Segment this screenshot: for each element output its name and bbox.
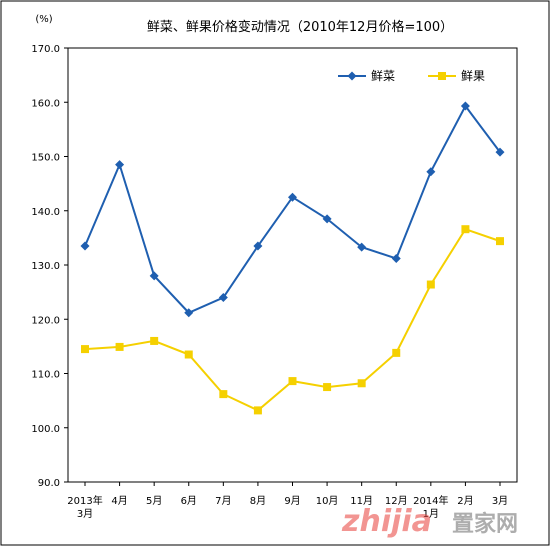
data-point-1 xyxy=(219,390,228,399)
data-point-1 xyxy=(426,280,435,289)
data-point-1 xyxy=(253,406,262,415)
data-point-0 xyxy=(495,147,505,157)
data-point-1 xyxy=(184,350,193,359)
data-point-0 xyxy=(288,192,297,202)
data-point-1 xyxy=(288,377,297,386)
y-tick-label: 130.0 xyxy=(31,261,60,272)
x-tick-label: 6月 xyxy=(181,495,197,507)
legend-label-1: 鲜果 xyxy=(461,69,485,83)
data-point-0 xyxy=(149,271,159,281)
y-tick-label: 160.0 xyxy=(31,98,60,109)
data-point-1 xyxy=(323,383,332,392)
data-point-1 xyxy=(496,237,504,246)
data-point-1 xyxy=(357,379,366,388)
watermark-logo: zhijia 置家网 xyxy=(341,504,518,539)
x-tick-label: 4月 xyxy=(111,495,127,507)
legend-marker-0 xyxy=(347,71,357,81)
y-tick-label: 150.0 xyxy=(31,153,60,164)
data-point-0 xyxy=(426,167,436,177)
y-tick-label: 170.0 xyxy=(31,44,60,55)
svg-text:zhijia: zhijia xyxy=(341,504,432,539)
y-tick-label: 100.0 xyxy=(31,424,60,435)
x-tick-label: 7月 xyxy=(215,495,231,507)
data-point-0 xyxy=(322,214,332,224)
y-tick-label: 120.0 xyxy=(31,315,60,326)
x-tick-label: 10月 xyxy=(316,495,339,507)
data-point-0 xyxy=(80,241,90,251)
data-point-0 xyxy=(253,241,263,251)
y-tick-label: 110.0 xyxy=(31,370,60,381)
x-tick-label: 2013年 3月 xyxy=(67,494,102,520)
x-tick-label: 3月 xyxy=(492,495,508,507)
x-tick-label: 2月 xyxy=(457,495,473,507)
data-point-0 xyxy=(115,160,125,170)
data-point-0 xyxy=(184,308,194,318)
plot-area xyxy=(67,47,518,483)
data-point-0 xyxy=(357,242,367,252)
x-tick-label: 5月 xyxy=(146,495,162,507)
data-point-1 xyxy=(392,348,401,357)
legend-label-0: 鲜菜 xyxy=(371,69,395,83)
chart-title: 鲜菜、鲜果价格变动情况（2010年12月价格=100） xyxy=(147,19,453,35)
data-point-0 xyxy=(218,293,228,303)
data-point-1 xyxy=(81,345,89,354)
legend-marker-1 xyxy=(438,72,446,80)
data-point-0 xyxy=(391,253,401,263)
series-line-0 xyxy=(84,104,501,314)
x-tick-label: 2014年 1月 xyxy=(413,494,448,520)
y-tick-label: 140.0 xyxy=(31,207,60,218)
data-point-0 xyxy=(460,101,470,111)
x-tick-label: 12月 xyxy=(385,495,408,507)
data-point-1 xyxy=(150,336,159,345)
data-point-1 xyxy=(461,225,470,234)
y-tick-label: 90.0 xyxy=(38,478,60,489)
svg-text:置家网: 置家网 xyxy=(452,511,518,537)
data-point-1 xyxy=(115,342,124,351)
x-tick-label: 11月 xyxy=(350,495,373,507)
x-tick-label: 8月 xyxy=(250,495,266,507)
x-tick-label: 9月 xyxy=(284,495,300,507)
y-unit-label: (%) xyxy=(35,14,52,25)
